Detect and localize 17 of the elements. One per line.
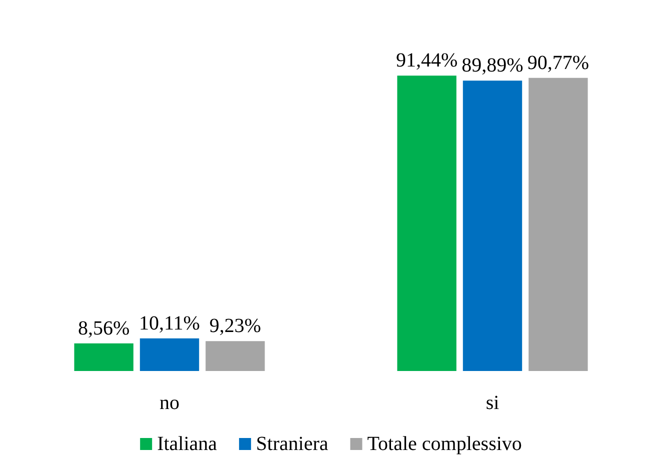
legend-label: Straniera: [256, 433, 328, 455]
x-tick-label: si: [486, 392, 500, 414]
data-label: 8,56%: [78, 317, 130, 340]
bar: [140, 338, 200, 371]
data-label: 9,23%: [209, 315, 262, 338]
data-label: 91,44%: [396, 50, 458, 72]
x-tick-label: no: [160, 392, 180, 414]
bar: [206, 341, 265, 371]
bar: [462, 80, 522, 371]
bar: [397, 76, 456, 371]
bar: [74, 343, 134, 371]
legend-label: Italiana: [157, 433, 218, 455]
bar: [528, 78, 588, 371]
data-label: 89,89%: [462, 54, 524, 77]
legend-label: Totale complessivo: [367, 433, 522, 455]
data-label: 90,77%: [527, 52, 590, 74]
data-label: 10,11%: [139, 312, 200, 334]
